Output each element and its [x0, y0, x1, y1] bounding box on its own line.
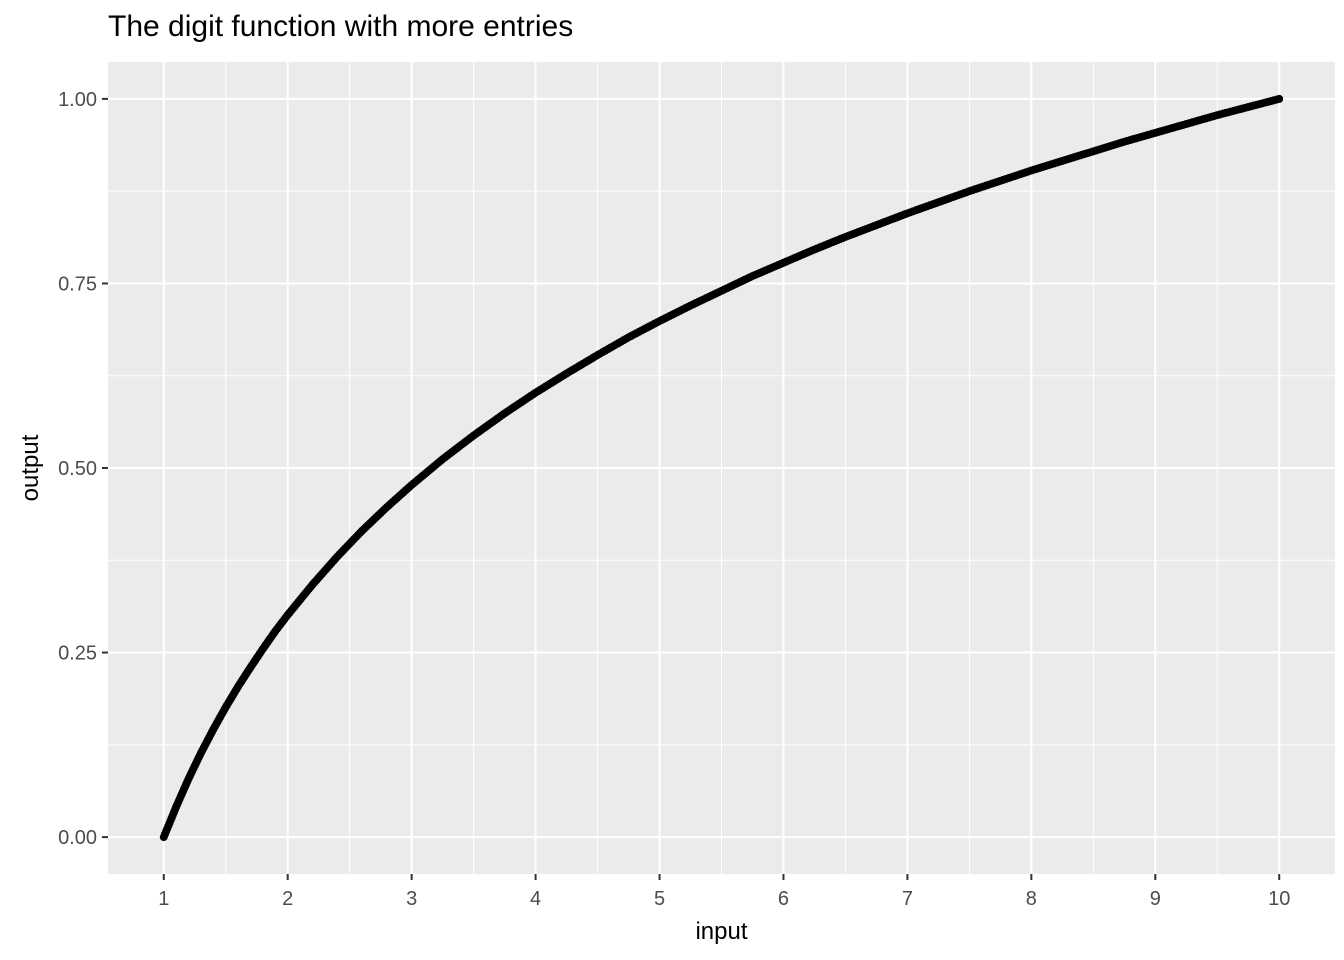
- y-tick-label: 1.00: [58, 89, 97, 111]
- chart-title: The digit function with more entries: [108, 10, 574, 43]
- x-tick-label: 2: [282, 888, 293, 910]
- x-tick-label: 5: [654, 888, 665, 910]
- x-tick-label: 10: [1268, 888, 1290, 910]
- x-tick-label: 9: [1150, 888, 1161, 910]
- x-tick-label: 6: [778, 888, 789, 910]
- data-point: [1275, 94, 1284, 103]
- x-axis-title: input: [695, 918, 747, 945]
- y-tick-label: 0.75: [58, 273, 97, 295]
- major-gridlines: [108, 62, 1335, 874]
- x-axis: 1 2 3 4 5 6 7 8 9 10: [158, 874, 1290, 910]
- y-tick-label: 0.25: [58, 643, 97, 665]
- y-axis: 0.00 0.25 0.50 0.75 1.00: [58, 89, 108, 849]
- x-tick-label: 7: [902, 888, 913, 910]
- y-tick-label: 0.00: [58, 827, 97, 849]
- data-points: [159, 94, 1284, 842]
- x-tick-label: 8: [1026, 888, 1037, 910]
- x-tick-label: 1: [158, 888, 169, 910]
- y-tick-label: 0.50: [58, 458, 97, 480]
- x-tick-label: 3: [406, 888, 417, 910]
- x-tick-label: 4: [530, 888, 541, 910]
- y-axis-title: output: [17, 434, 44, 501]
